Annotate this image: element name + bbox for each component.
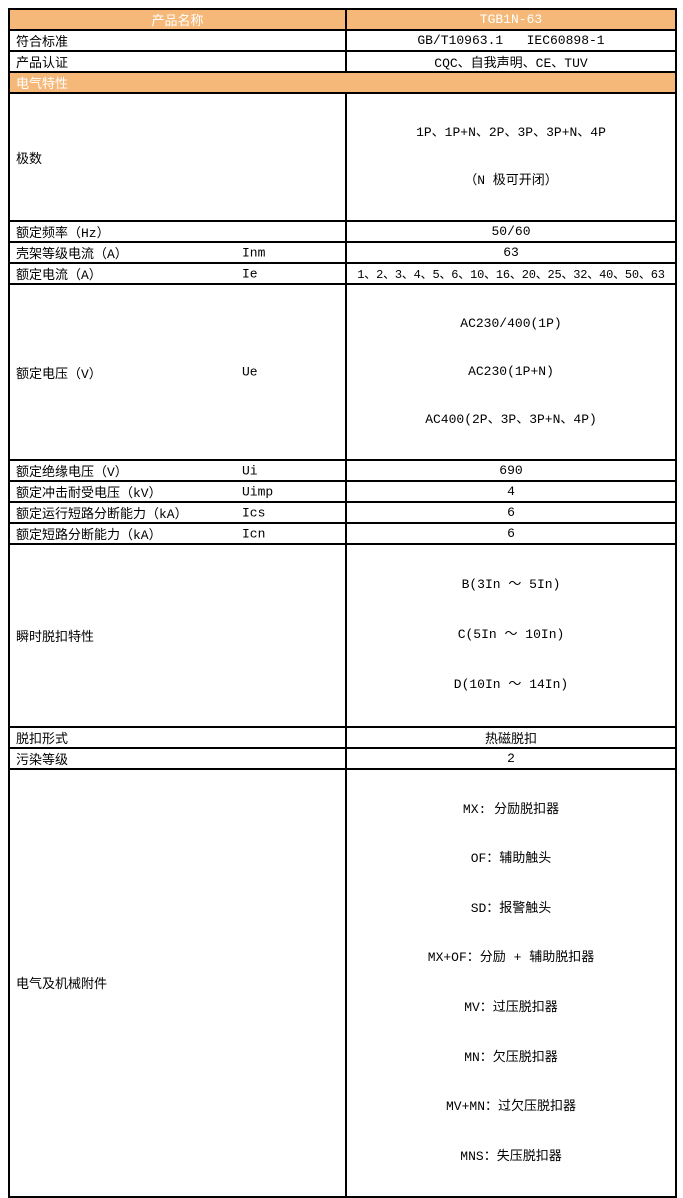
row-label: 额定绝缘电压（V） Ui <box>8 459 347 482</box>
row-label-text: 额定短路分断能力（kA） <box>16 528 162 543</box>
row-label: 额定电流（A） Ie <box>8 262 347 285</box>
value-line: AC400(2P、3P、3P+N、4P) <box>425 412 597 427</box>
table-row: 额定电流（A） Ie 1、2、3、4、5、6、10、16、20、25、32、40… <box>8 262 677 285</box>
table-row: 额定电压（V） Ue AC230/400(1P) AC230(1P+N) AC4… <box>8 283 677 461</box>
row-label-text: 壳架等级电流（A） <box>16 247 128 262</box>
value-line: （N 极可开闭） <box>464 173 558 188</box>
row-symbol: Ics <box>242 505 266 520</box>
row-symbol: Ie <box>242 266 258 281</box>
table-row: 额定绝缘电压（V） Ui 690 <box>8 459 677 482</box>
table-row: 极数 1P、1P+N、2P、3P、3P+N、4P （N 极可开闭） <box>8 92 677 222</box>
row-label: 极数 <box>8 92 347 222</box>
table-row: 电气及机械附件 MX: 分励脱扣器 OF：辅助触头 SD：报警触头 MX+OF：… <box>8 767 677 1198</box>
row-label: 额定电压（V） Ue <box>8 283 347 461</box>
value-line: MV：过压脱扣器 <box>464 999 558 1015</box>
product-spec-table: 产品名称 TGB1N-63 符合标准 GB/T10963.1 IEC60898-… <box>8 8 677 1198</box>
row-label: 符合标准 <box>8 29 347 52</box>
row-value: 6 <box>345 501 677 524</box>
product-name-header: 产品名称 <box>8 8 347 31</box>
table-row: 额定短路分断能力（kA） Icn 6 <box>8 522 677 545</box>
row-label: 额定运行短路分断能力（kA） Ics <box>8 501 347 524</box>
row-label-text: 额定电流（A） <box>16 268 102 283</box>
row-value: B(3In ～ 5In) C(5In ～ 10In) D(10In ～ 14In… <box>345 543 677 728</box>
value-line: C(5In ～ 10In) <box>457 627 565 643</box>
table-row: 壳架等级电流（A） Inm 63 <box>8 241 677 264</box>
value-line: MV+MN：过欠压脱扣器 <box>445 1099 576 1115</box>
value-line: 1P、1P+N、2P、3P、3P+N、4P <box>416 125 606 140</box>
table-row: 符合标准 GB/T10963.1 IEC60898-1 <box>8 29 677 52</box>
row-symbol: Ue <box>242 364 258 380</box>
value-line: MX: 分励脱扣器 <box>462 801 560 817</box>
row-value: 1P、1P+N、2P、3P、3P+N、4P （N 极可开闭） <box>345 92 677 222</box>
row-label-text: 额定运行短路分断能力（kA） <box>16 507 188 522</box>
row-label: 电气及机械附件 <box>8 767 347 1198</box>
value-line: SD：报警触头 <box>470 900 552 916</box>
table-row: 额定频率（Hz） 50/60 <box>8 220 677 243</box>
row-value: 63 <box>345 241 677 264</box>
row-value: 6 <box>345 522 677 545</box>
row-label-text: 额定绝缘电压（V） <box>16 465 128 480</box>
row-label: 壳架等级电流（A） Inm <box>8 241 347 264</box>
table-row: 额定运行短路分断能力（kA） Ics 6 <box>8 501 677 524</box>
row-value: 4 <box>345 480 677 503</box>
value-line: MX+OF：分励 + 辅助脱扣器 <box>427 950 595 966</box>
section-title: 电气特性 <box>8 71 677 94</box>
row-label: 额定频率（Hz） <box>8 220 347 243</box>
row-value: 50/60 <box>345 220 677 243</box>
row-value: AC230/400(1P) AC230(1P+N) AC400(2P、3P、3P… <box>345 283 677 461</box>
table-row: 产品认证 CQC、自我声明、CE、TUV <box>8 50 677 73</box>
row-symbol: Uimp <box>242 484 274 499</box>
row-value: 2 <box>345 746 677 770</box>
row-symbol: Icn <box>242 526 266 541</box>
value-line: MN：欠压脱扣器 <box>464 1049 558 1065</box>
table-row: 脱扣形式 热磁脱扣 <box>8 725 677 749</box>
row-label: 瞬时脱扣特性 <box>8 543 347 728</box>
table-row: 额定冲击耐受电压（kV） Uimp 4 <box>8 480 677 503</box>
table-row: 瞬时脱扣特性 B(3In ～ 5In) C(5In ～ 10In) D(10In… <box>8 543 677 728</box>
value-line: AC230/400(1P) <box>460 316 562 331</box>
row-value: 1、2、3、4、5、6、10、16、20、25、32、40、50、63 <box>345 262 677 285</box>
row-value: GB/T10963.1 IEC60898-1 <box>345 29 677 52</box>
spec-sheet: 产品名称 TGB1N-63 符合标准 GB/T10963.1 IEC60898-… <box>8 8 677 1198</box>
value-line: OF：辅助触头 <box>470 851 552 867</box>
row-label-text: 额定冲击耐受电压（kV） <box>16 486 162 501</box>
row-label: 脱扣形式 <box>8 725 347 749</box>
section-header-row: 电气特性 <box>8 71 677 94</box>
row-value: 热磁脱扣 <box>345 725 677 749</box>
table-row: 产品名称 TGB1N-63 <box>8 8 677 31</box>
value-line: D(10In ～ 14In) <box>453 677 569 693</box>
table-row: 污染等级 2 <box>8 746 677 770</box>
row-value: MX: 分励脱扣器 OF：辅助触头 SD：报警触头 MX+OF：分励 + 辅助脱… <box>345 767 677 1198</box>
value-line: AC230(1P+N) <box>468 364 554 379</box>
row-label: 产品认证 <box>8 50 347 73</box>
row-label: 额定短路分断能力（kA） Icn <box>8 522 347 545</box>
product-model: TGB1N-63 <box>345 8 677 31</box>
row-value: CQC、自我声明、CE、TUV <box>345 50 677 73</box>
row-value: 690 <box>345 459 677 482</box>
row-symbol: Inm <box>242 245 266 260</box>
row-label: 污染等级 <box>8 746 347 770</box>
value-line: MNS：失压脱扣器 <box>460 1148 562 1164</box>
row-label: 额定冲击耐受电压（kV） Uimp <box>8 480 347 503</box>
row-label-text: 额定电压（V） <box>16 366 102 382</box>
value-line: B(3In ～ 5In) <box>461 577 561 592</box>
row-symbol: Ui <box>242 463 258 478</box>
